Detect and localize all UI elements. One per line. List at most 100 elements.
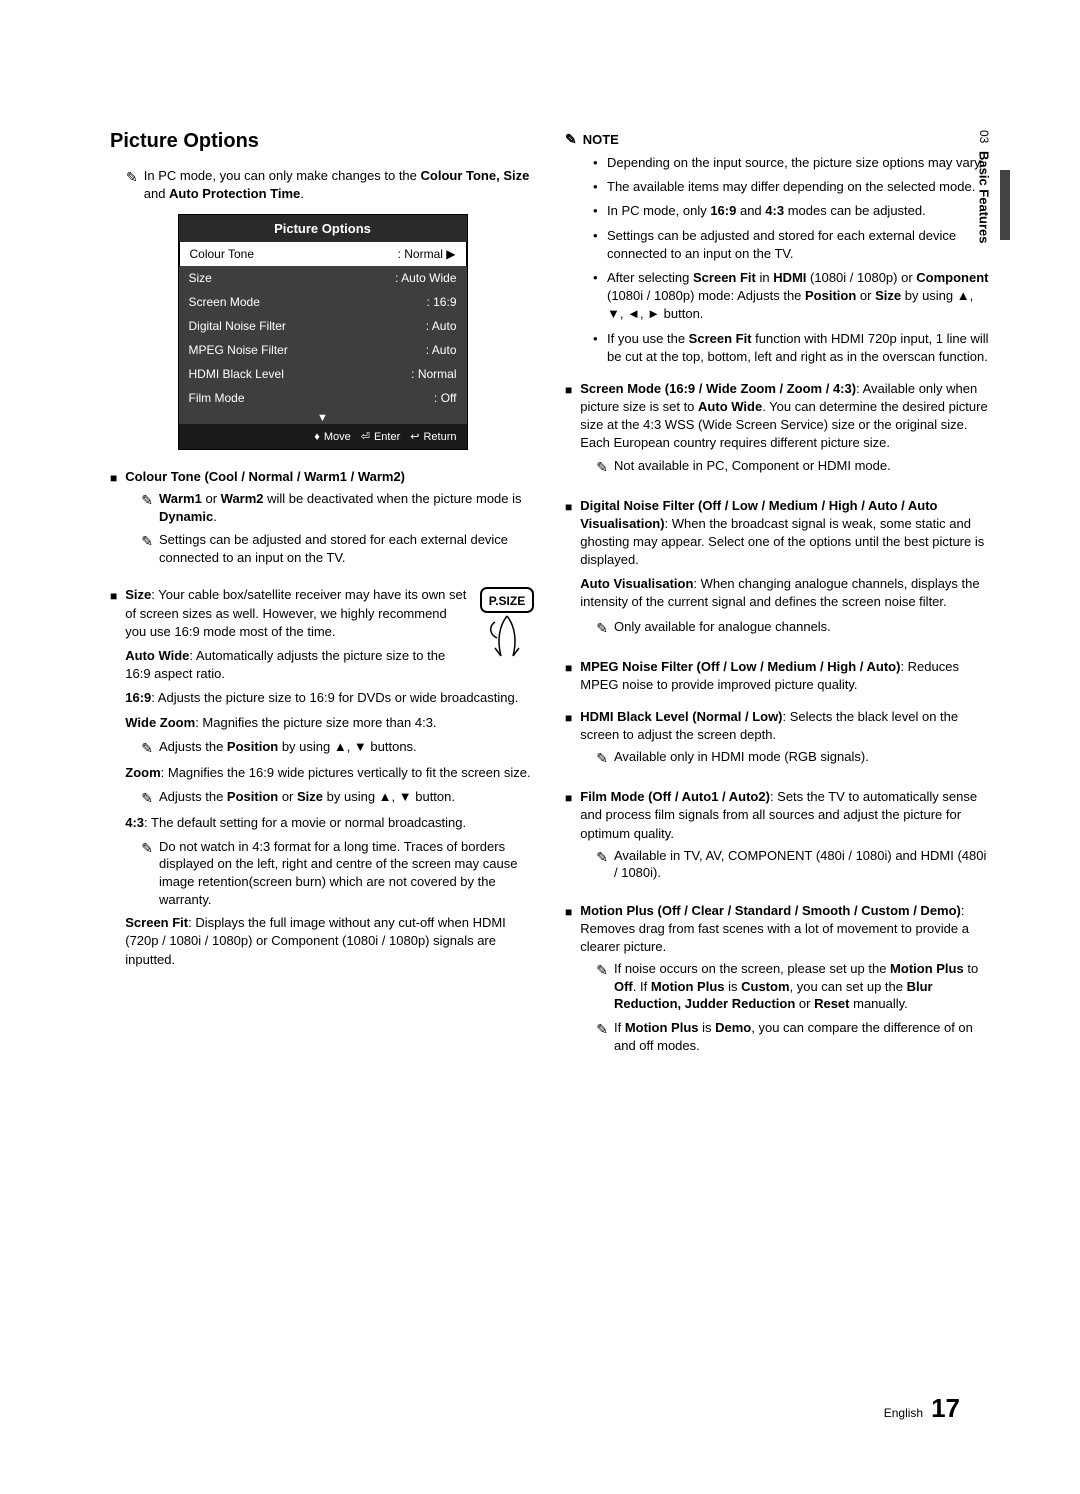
hand-icon: ✎ <box>596 1020 608 1054</box>
panel-down-arrow: ▼ <box>179 410 467 424</box>
intro-end: . <box>300 186 304 201</box>
motion-hand1: ✎ If noise occurs on the screen, please … <box>596 960 990 1013</box>
footer-return: ↩Return <box>410 430 456 443</box>
page-footer: English 17 <box>884 1393 960 1424</box>
zoom-text: : Magnifies the 16:9 wide pictures verti… <box>161 765 531 780</box>
chapter-number: 03 <box>977 130 991 143</box>
right-column: ✎ NOTE Depending on the input source, th… <box>565 130 990 1064</box>
mpeg-section: ■ MPEG Noise Filter (Off / Low / Medium … <box>565 658 990 694</box>
hdmi-hand: ✎ Available only in HDMI mode (RGB signa… <box>596 748 990 768</box>
panel-row-value: : Off <box>434 391 456 405</box>
panel-row-label: MPEG Noise Filter <box>189 343 288 357</box>
note-heading: ✎ NOTE <box>565 130 990 148</box>
hand-icon: ✎ <box>141 789 153 808</box>
screen-mode-hand: ✎ Not available in PC, Component or HDMI… <box>596 457 990 477</box>
footer-page-number: 17 <box>931 1393 960 1424</box>
intro-note: ✎ In PC mode, you can only make changes … <box>126 167 535 202</box>
panel-row-value: : Normal <box>411 367 456 381</box>
r169-text: : Adjusts the picture size to 16:9 for D… <box>151 690 518 705</box>
hand-icon: ✎ <box>141 532 153 566</box>
r43-hand: ✎ Do not watch in 4:3 format for a long … <box>141 838 535 908</box>
zoom-hand: ✎ Adjusts the Position or Size by using … <box>141 788 535 808</box>
panel-row[interactable]: Screen Mode : 16:9 <box>179 290 467 314</box>
hdmi-section: ■ HDMI Black Level (Normal / Low): Selec… <box>565 708 990 774</box>
note-item: If you use the Screen Fit function with … <box>593 330 990 366</box>
square-bullet-icon: ■ <box>565 383 572 397</box>
note-label: NOTE <box>583 132 619 147</box>
panel-row[interactable]: HDMI Black Level : Normal <box>179 362 467 386</box>
r169-label: 16:9 <box>125 690 151 705</box>
wide-zoom-text: : Magnifies the picture size more than 4… <box>195 715 436 730</box>
panel-row[interactable]: Size : Auto Wide <box>179 266 467 290</box>
note-item: Depending on the input source, the pictu… <box>593 154 990 172</box>
intro-bold2: Auto Protection Time <box>169 186 300 201</box>
panel-footer: ♦Move ⏎Enter ↩Return <box>179 424 467 449</box>
psize-button-illustration: P.SIZE <box>479 586 535 666</box>
panel-row-value: : Auto Wide <box>395 271 456 285</box>
hand-icon: ✎ <box>126 168 138 187</box>
hand-icon: ✎ <box>596 458 608 477</box>
auto-wide-label: Auto Wide <box>125 648 189 663</box>
hdmi-title: HDMI Black Level (Normal / Low) <box>580 709 782 724</box>
hand-icon: ✎ <box>565 131 577 148</box>
square-bullet-icon: ■ <box>565 711 572 725</box>
dnf-section: ■ Digital Noise Filter (Off / Low / Medi… <box>565 497 990 644</box>
size-lead: : Your cable box/satellite receiver may … <box>125 587 466 638</box>
note-item: After selecting Screen Fit in HDMI (1080… <box>593 269 990 324</box>
intro-bold: Colour Tone, Size <box>421 168 530 183</box>
size-label: Size <box>125 587 151 602</box>
panel-row[interactable]: MPEG Noise Filter: Auto <box>179 338 467 362</box>
motion-section: ■ Motion Plus (Off / Clear / Standard / … <box>565 902 990 1060</box>
page-title: Picture Options <box>110 130 535 153</box>
intro-mid: and <box>144 186 169 201</box>
motion-title: Motion Plus (Off / Clear / Standard / Sm… <box>580 903 961 918</box>
dnf-hand: ✎ Only available for analogue channels. <box>596 618 990 638</box>
mpeg-title: MPEG Noise Filter (Off / Low / Medium / … <box>580 659 900 674</box>
side-marker <box>1000 170 1010 240</box>
panel-row-value: : Normal ▶ <box>398 247 456 261</box>
auto-vis-label: Auto Visualisation <box>580 576 693 591</box>
colour-tone-title: Colour Tone (Cool / Normal / Warm1 / War… <box>125 469 405 484</box>
panel-row[interactable]: Colour Tone : Normal ▶ <box>179 242 467 266</box>
square-bullet-icon: ■ <box>565 500 572 514</box>
zoom-label: Zoom <box>125 765 160 780</box>
panel-row-label: Colour Tone <box>190 247 255 261</box>
picture-options-panel: Picture Options Colour Tone : Normal ▶ Siz… <box>178 214 468 450</box>
colour-tone-note2: ✎ Settings can be adjusted and stored fo… <box>141 531 535 566</box>
hand-icon: ✎ <box>596 848 608 882</box>
left-column: Picture Options ✎ In PC mode, you can on… <box>110 130 535 1064</box>
footer-language: English <box>884 1406 923 1420</box>
square-bullet-icon: ■ <box>110 471 117 485</box>
wide-zoom-hand: ✎ Adjusts the Position by using ▲, ▼ but… <box>141 738 535 758</box>
colour-tone-section: ■ Colour Tone (Cool / Normal / Warm1 / W… <box>110 468 535 572</box>
intro-text: In PC mode, you can only make changes to… <box>144 168 421 183</box>
panel-row-value: : 16:9 <box>426 295 456 309</box>
film-section: ■ Film Mode (Off / Auto1 / Auto2): Sets … <box>565 788 990 888</box>
panel-row-label: Film Mode <box>189 391 245 405</box>
motion-hand2: ✎ If Motion Plus is Demo, you can compar… <box>596 1019 990 1054</box>
panel-row-label: HDMI Black Level <box>189 367 284 381</box>
note-item: In PC mode, only 16:9 and 4:3 modes can … <box>593 202 990 220</box>
square-bullet-icon: ■ <box>110 589 117 603</box>
note-list: Depending on the input source, the pictu… <box>593 154 990 366</box>
square-bullet-icon: ■ <box>565 905 572 919</box>
film-hand: ✎ Available in TV, AV, COMPONENT (480i /… <box>596 847 990 882</box>
screen-mode-section: ■ Screen Mode (16:9 / Wide Zoom / Zoom /… <box>565 380 990 483</box>
panel-title: Picture Options <box>179 215 467 242</box>
hand-icon: ✎ <box>141 739 153 758</box>
hand-icon: ✎ <box>596 619 608 638</box>
arrow-right-icon: ▶ <box>446 247 455 261</box>
panel-row-value: : Auto <box>426 319 457 333</box>
panel-row-label: Digital Noise Filter <box>189 319 286 333</box>
square-bullet-icon: ■ <box>565 661 572 675</box>
panel-row-label: Screen Mode <box>189 295 260 309</box>
r43-text: : The default setting for a movie or nor… <box>144 815 466 830</box>
wide-zoom-label: Wide Zoom <box>125 715 195 730</box>
footer-move: ♦Move <box>314 430 351 443</box>
panel-row[interactable]: Film Mode : Off <box>179 386 467 410</box>
panel-row[interactable]: Digital Noise Filter : Auto <box>179 314 467 338</box>
hand-icon: ✎ <box>596 961 608 1013</box>
panel-row-label: Size <box>189 271 212 285</box>
footer-enter: ⏎Enter <box>361 430 401 443</box>
square-bullet-icon: ■ <box>565 791 572 805</box>
